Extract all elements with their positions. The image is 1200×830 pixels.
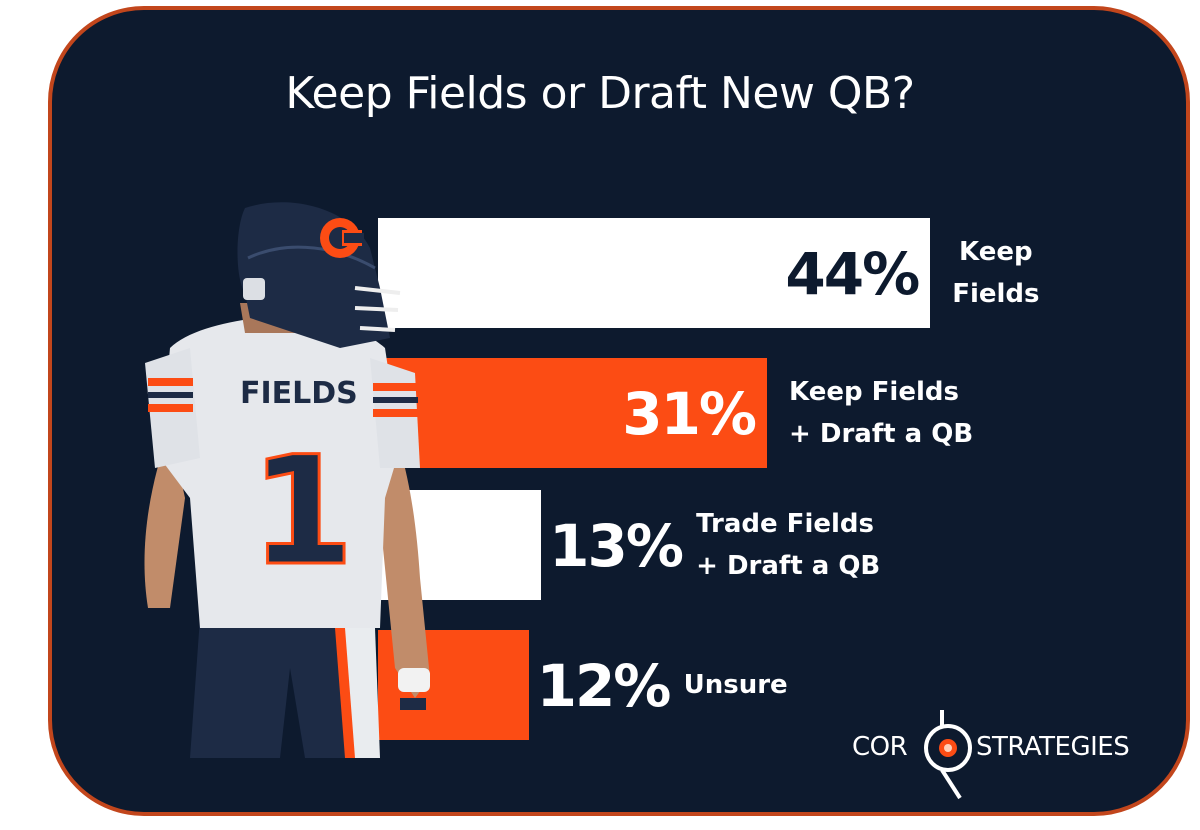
bar-value-label-1: 44%: [785, 240, 920, 308]
player-photo: FIELDS 1: [144, 202, 430, 758]
bar-value-label-4: 12%: [536, 652, 672, 720]
bar-value-label-3: 13%: [549, 512, 684, 580]
bar-category-label-3: Trade Fields + Draft a QB: [696, 509, 881, 581]
logo-text-right: STRATEGIES: [976, 732, 1130, 762]
jersey-name: FIELDS: [240, 376, 358, 411]
jersey-number: 1: [250, 425, 354, 599]
bar-value-label-2: 31%: [622, 380, 757, 448]
bar-1: [378, 218, 931, 328]
bar-2: [378, 358, 768, 468]
cor-strategies-logo: COR STRATEGIES: [852, 700, 1152, 800]
chart-title: Keep Fields or Draft New QB?: [285, 68, 915, 119]
target-icon: [924, 710, 972, 800]
bar-category-label-1: Keep Fields: [952, 237, 1040, 309]
bar-category-label-4: Unsure: [683, 670, 788, 700]
bar-category-label-2: Keep Fields + Draft a QB: [789, 377, 974, 449]
logo-text-left: COR: [852, 732, 908, 762]
